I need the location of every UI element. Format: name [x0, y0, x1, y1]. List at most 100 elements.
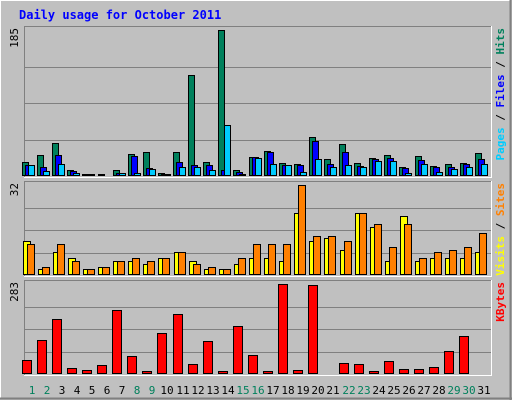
- bar-kbytes-day-16: [248, 355, 258, 374]
- bar-sites-day-21: [328, 236, 336, 275]
- bar-sites-day-26: [404, 224, 412, 275]
- day-label: 4: [74, 384, 81, 397]
- series-legend: Visits / Sites: [494, 183, 507, 276]
- x-axis-labels: 1 2 3 4 5 6 7 8 9 10 11 12 13 14 15 16 17 18 19 20 21 22 23 24 2…: [29, 384, 491, 397]
- bar-kbytes-day-2: [37, 340, 47, 374]
- bar-pages-day-15: [239, 174, 246, 176]
- day-label: 20: [311, 384, 324, 397]
- bar-sites-day-19: [298, 185, 306, 275]
- bar-sites-day-17: [268, 244, 276, 275]
- bar-pages-day-14: [224, 125, 231, 176]
- bar-pages-day-5: [88, 174, 95, 176]
- bar-sites-day-12: [193, 264, 201, 275]
- series-legend: Pages / Files / Hits: [494, 28, 507, 161]
- panel-kbytes: 283 KBytes: [8, 280, 507, 376]
- day-label: 21: [326, 384, 339, 397]
- bar-pages-day-3: [58, 164, 65, 176]
- bar-kbytes-day-28: [429, 367, 439, 374]
- bar-pages-day-26: [405, 173, 412, 176]
- y-max-label: 32: [8, 183, 21, 196]
- day-label: 6: [104, 384, 111, 397]
- bar-kbytes-day-4: [67, 368, 77, 374]
- bar-sites-day-16: [253, 244, 261, 275]
- bar-sites-day-6: [102, 267, 110, 275]
- day-label: 29: [447, 384, 460, 397]
- bar-sites-day-29: [449, 250, 457, 275]
- day-label: 18: [281, 384, 294, 397]
- bar-sites-day-22: [344, 241, 352, 275]
- bar-pages-day-17: [270, 164, 277, 176]
- day-label: 15: [236, 384, 249, 397]
- day-label: 14: [221, 384, 235, 397]
- bar-pages-day-25: [390, 161, 397, 176]
- bar-kbytes-day-13: [203, 341, 213, 374]
- bar-pages-day-11: [179, 167, 186, 176]
- bar-pages-day-10: [164, 174, 171, 176]
- day-label: 3: [59, 384, 66, 397]
- bar-sites-day-30: [464, 247, 472, 275]
- bar-pages-day-31: [481, 164, 488, 176]
- bar-kbytes-day-8: [127, 356, 137, 374]
- bar-sites-day-9: [147, 261, 155, 275]
- bar-pages-day-2: [43, 171, 50, 176]
- bar-pages-day-28: [436, 172, 443, 176]
- bar-sites-day-2: [42, 267, 50, 275]
- bar-kbytes-day-1: [22, 360, 32, 374]
- panel-hits-files-pages: 185 Pages / Files / Hits: [8, 26, 507, 178]
- day-label: 17: [266, 384, 279, 397]
- chart-title: Daily usage for October 2011: [19, 8, 221, 22]
- bar-pages-day-12: [194, 167, 201, 176]
- bar-kbytes-day-30: [459, 336, 469, 374]
- bar-kbytes-day-29: [444, 351, 454, 374]
- bar-sites-day-27: [419, 258, 427, 275]
- bar-sites-day-28: [434, 252, 442, 275]
- bar-kbytes-day-18: [278, 284, 288, 374]
- bar-sites-day-5: [87, 269, 95, 275]
- bar-sites-day-7: [117, 261, 125, 275]
- bar-hits-day-14: [218, 30, 225, 176]
- bar-kbytes-day-10: [157, 333, 167, 374]
- bar-pages-day-16: [255, 158, 262, 176]
- legend-entry: Files: [494, 74, 507, 107]
- bar-hits-day-12: [188, 75, 195, 176]
- bar-kbytes-day-25: [384, 361, 394, 374]
- bar-kbytes-day-14: [218, 371, 228, 374]
- bar-kbytes-day-6: [97, 365, 107, 374]
- bar-kbytes-day-27: [414, 369, 424, 374]
- bar-pages-day-1: [28, 165, 35, 176]
- bar-sites-day-11: [178, 252, 186, 275]
- legend-entry: /: [494, 216, 507, 236]
- day-label: 24: [372, 384, 386, 397]
- bar-sites-day-20: [313, 236, 321, 275]
- y-max-label: 185: [8, 28, 21, 48]
- bar-kbytes-day-5: [82, 370, 92, 374]
- legend-entry: Visits: [494, 236, 507, 276]
- bar-files-day-8: [131, 156, 138, 176]
- panel-visits-sites: 32 Visits / Sites: [8, 181, 507, 277]
- bar-pages-day-13: [209, 170, 216, 176]
- bar-kbytes-day-3: [52, 319, 62, 374]
- day-label: 23: [357, 384, 370, 397]
- bar-kbytes-day-26: [399, 369, 409, 374]
- bar-hits-day-6: [98, 174, 105, 176]
- day-label: 19: [296, 384, 309, 397]
- day-label: 30: [462, 384, 475, 397]
- bar-pages-day-30: [466, 167, 473, 176]
- bar-sites-day-4: [72, 261, 80, 275]
- chart-panels: 185 Pages / Files / Hits 32 Visits / Sites 2…: [8, 26, 507, 376]
- day-label: 1: [29, 384, 36, 397]
- day-label: 27: [417, 384, 430, 397]
- plot-area: [24, 26, 492, 178]
- bar-sites-day-15: [238, 258, 246, 275]
- bar-kbytes-day-24: [369, 371, 379, 374]
- bar-pages-day-8: [134, 173, 141, 176]
- legend-entry: KBytes: [494, 282, 507, 322]
- day-label: 5: [89, 384, 96, 397]
- day-label: 16: [251, 384, 264, 397]
- bar-pages-day-27: [421, 164, 428, 176]
- day-label: 7: [119, 384, 126, 397]
- bar-pages-day-21: [330, 167, 337, 176]
- day-label: 12: [191, 384, 204, 397]
